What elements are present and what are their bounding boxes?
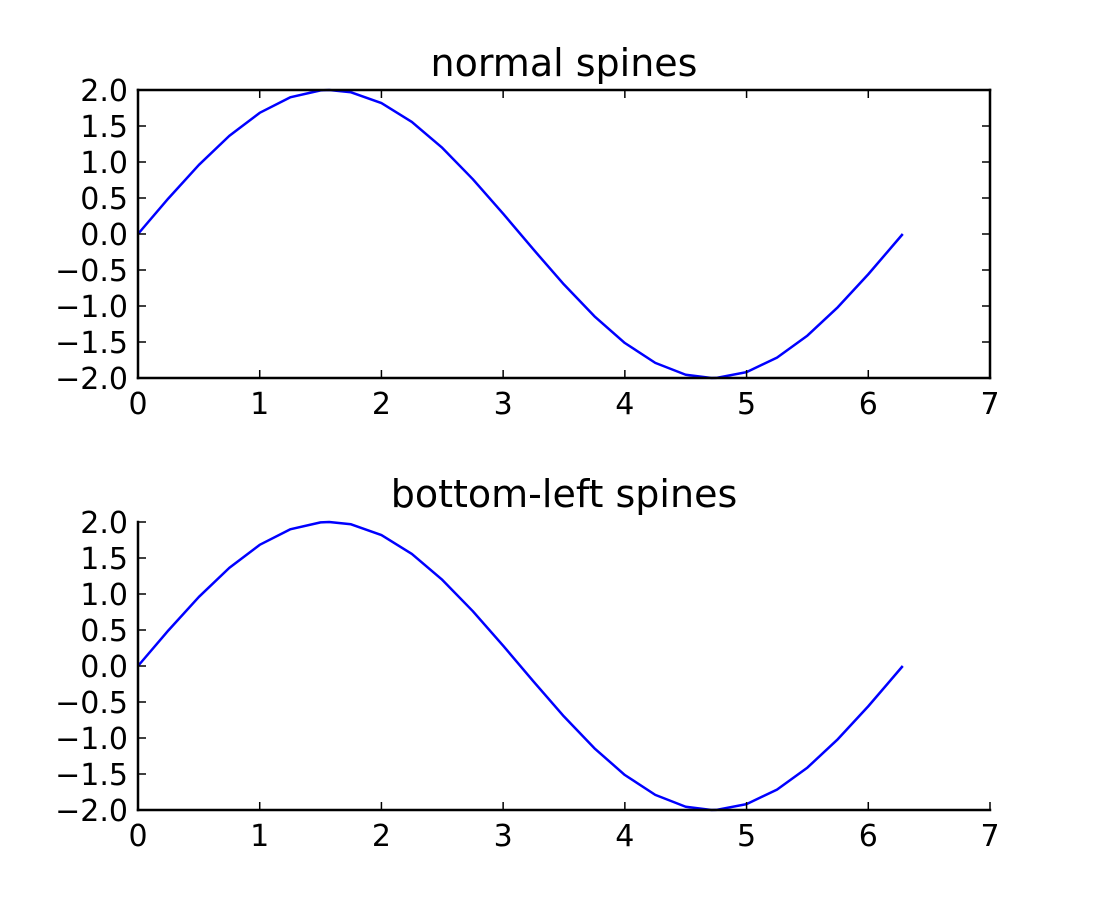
x-tick-label: 4 — [615, 819, 634, 854]
y-tick-label: −2.0 — [55, 794, 128, 829]
y-tick-label: 2.0 — [80, 506, 128, 541]
y-tick-label: −0.5 — [55, 254, 128, 289]
y-tick-label: 2.0 — [80, 74, 128, 109]
subplot-normal-spines: normal spines 0 1 2 3 4 5 6 7 2.01.51.00.50.0−0.… — [55, 41, 999, 422]
y-tick-label: 1.5 — [80, 542, 128, 577]
x-tick-label: 6 — [859, 819, 878, 854]
y-tick-label: −1.5 — [55, 758, 128, 793]
x-tick-label: 1 — [250, 819, 269, 854]
y-tick-label: 0.5 — [80, 614, 128, 649]
y-tick-label: 1.0 — [80, 146, 128, 181]
subplot-title: normal spines — [431, 41, 698, 85]
y-tick-label: 0.0 — [80, 218, 128, 253]
y-tick-label: −0.5 — [55, 686, 128, 721]
x-tick-label: 2 — [372, 387, 391, 422]
x-tick-label: 0 — [128, 387, 147, 422]
x-tick-label: 3 — [494, 819, 513, 854]
y-tick-label: −1.0 — [55, 290, 128, 325]
x-tick-label: 6 — [859, 387, 878, 422]
y-tick-label: 0.0 — [80, 650, 128, 685]
x-tick-label: 2 — [372, 819, 391, 854]
x-tick-label: 4 — [615, 387, 634, 422]
x-tick-label: 5 — [737, 387, 756, 422]
x-tick-label: 5 — [737, 819, 756, 854]
subplot-bottom-left-spines: bottom-left spines 0 1 2 3 4 5 6 7 2.01.51.00.50… — [55, 472, 999, 854]
y-tick-label: −2.0 — [55, 362, 128, 397]
y-tick-label: 1.0 — [80, 578, 128, 613]
series-line — [137, 520, 904, 812]
y-tick-label: 1.5 — [80, 110, 128, 145]
y-tick-label: −1.5 — [55, 326, 128, 361]
x-tick-label: 0 — [128, 819, 147, 854]
y-tick-label: −1.0 — [55, 722, 128, 757]
subplot-title: bottom-left spines — [391, 472, 738, 516]
series-line — [137, 88, 904, 380]
x-tick-label: 7 — [980, 387, 999, 422]
x-tick-label: 7 — [980, 819, 999, 854]
x-tick-label: 3 — [494, 387, 513, 422]
y-tick-label: 0.5 — [80, 182, 128, 217]
x-tick-label: 1 — [250, 387, 269, 422]
